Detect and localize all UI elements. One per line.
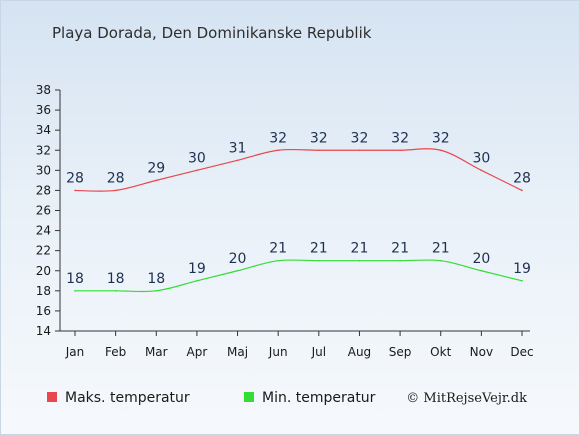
data-point — [358, 259, 361, 262]
data-label: 21 — [391, 241, 409, 257]
x-tick-label: Jan — [65, 345, 85, 359]
y-tick-label: 36 — [36, 103, 51, 117]
y-tick-label: 28 — [36, 183, 51, 197]
y-tick-label: 24 — [36, 224, 51, 238]
data-point — [196, 169, 198, 172]
copyright-text: © MitRejseVejr.dk — [406, 391, 527, 406]
data-point — [114, 189, 117, 192]
x-tick-label: Jun — [268, 345, 288, 359]
data-label: 32 — [391, 130, 409, 146]
x-tick-label: Okt — [430, 345, 451, 359]
x-tick-label: Feb — [105, 345, 126, 359]
data-label: 29 — [147, 160, 165, 176]
x-ticks: Jan Feb Mar Apr Maj Jun Jul Aug Sep Okt Nov Dec — [65, 331, 534, 359]
data-point — [399, 149, 401, 152]
legend-swatch-min — [244, 392, 254, 402]
data-point — [277, 259, 279, 262]
data-label: 28 — [513, 170, 531, 186]
data-label: 21 — [310, 241, 328, 257]
data-label: 18 — [147, 271, 165, 287]
x-tick-label: Maj — [227, 345, 248, 359]
data-point — [521, 279, 523, 282]
data-label: 20 — [229, 251, 247, 267]
y-ticks: 14 16 18 20 22 24 26 28 30 32 34 36 38 — [36, 83, 60, 338]
y-tick-label: 20 — [36, 264, 51, 278]
y-tick-label: 14 — [36, 324, 51, 338]
chart-title: Playa Dorada, Den Dominikanske Republik — [52, 24, 372, 42]
x-tick-label: Aug — [348, 345, 371, 359]
data-point — [155, 179, 158, 182]
data-point — [236, 159, 239, 162]
data-point — [236, 269, 239, 272]
data-label: 32 — [310, 130, 328, 146]
y-tick-label: 34 — [36, 123, 51, 137]
x-tick-label: Sep — [389, 345, 412, 359]
data-point — [439, 259, 442, 262]
data-point — [480, 169, 483, 172]
data-point — [196, 279, 198, 282]
data-label: 32 — [432, 130, 450, 146]
data-label: 21 — [269, 241, 287, 257]
data-point — [318, 149, 320, 152]
legend-label-min: Min. temperatur — [262, 390, 376, 406]
data-point — [480, 269, 483, 272]
data-label: 19 — [188, 261, 206, 277]
data-labels: 28 28 29 30 31 32 32 32 32 32 30 28 18 18 18 19 20 21 21 21… — [66, 130, 531, 287]
data-label: 18 — [66, 271, 84, 287]
data-label: 21 — [432, 241, 450, 257]
data-label: 30 — [188, 150, 206, 166]
data-point — [318, 259, 320, 262]
data-label: 32 — [269, 130, 287, 146]
legend-label-max: Maks. temperatur — [65, 390, 190, 406]
x-tick-label: Apr — [187, 345, 208, 359]
data-point — [74, 290, 76, 292]
data-point — [277, 149, 279, 152]
series-line-min — [75, 259, 523, 293]
data-label: 30 — [472, 150, 490, 166]
y-tick-label: 38 — [36, 83, 51, 97]
data-point — [521, 189, 523, 192]
legend-swatch-max — [47, 392, 57, 402]
data-point — [399, 259, 401, 262]
data-label: 28 — [66, 170, 84, 186]
series-line-max — [74, 148, 523, 192]
data-point — [358, 149, 361, 152]
data-label: 19 — [513, 261, 531, 277]
axes — [59, 90, 530, 332]
y-tick-label: 26 — [36, 204, 51, 218]
x-tick-label: Dec — [510, 345, 533, 359]
y-tick-label: 16 — [36, 304, 51, 318]
data-point — [74, 189, 76, 192]
data-label: 31 — [229, 140, 247, 156]
y-tick-label: 18 — [36, 284, 51, 298]
data-label: 32 — [351, 130, 369, 146]
x-tick-label: Mar — [145, 345, 168, 359]
legend: Maks. temperatur Min. temperatur — [47, 390, 376, 406]
data-point — [439, 149, 442, 152]
data-point — [155, 290, 158, 292]
y-tick-label: 22 — [36, 244, 51, 258]
series — [74, 148, 523, 293]
data-label: 20 — [472, 251, 490, 267]
x-tick-label: Nov — [470, 345, 493, 359]
data-label: 21 — [351, 241, 369, 257]
x-tick-label: Jul — [311, 345, 326, 359]
data-point — [114, 290, 117, 292]
y-tick-label: 30 — [36, 163, 51, 177]
y-tick-label: 32 — [36, 143, 51, 157]
data-label: 28 — [107, 170, 125, 186]
data-label: 18 — [107, 271, 125, 287]
